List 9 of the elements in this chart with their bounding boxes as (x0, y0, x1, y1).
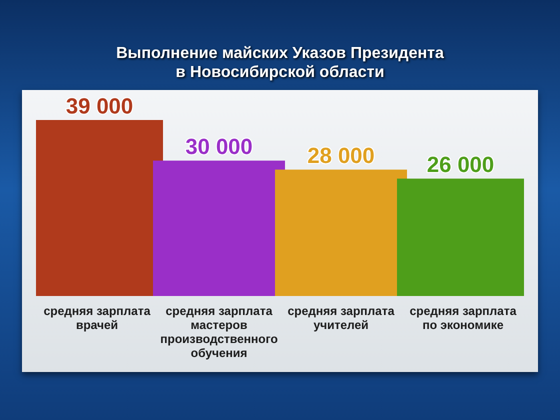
data-label: 30 000 (185, 134, 253, 160)
data-label: 39 000 (66, 94, 134, 118)
chart-title: Выполнение майских Указов Президента в Новосибирской области (115, 44, 445, 82)
x-tick-label: средняя зарплата мастеров производственного обучения (160, 304, 278, 360)
data-label: 26 000 (426, 152, 494, 178)
x-tick-label: средняя зарплата врачей (44, 304, 151, 332)
data-label: 28 000 (307, 143, 375, 168)
x-tick-label: средняя зарплата учителей (288, 304, 395, 332)
x-tick-label: средняя зарплата по экономике (410, 304, 517, 332)
